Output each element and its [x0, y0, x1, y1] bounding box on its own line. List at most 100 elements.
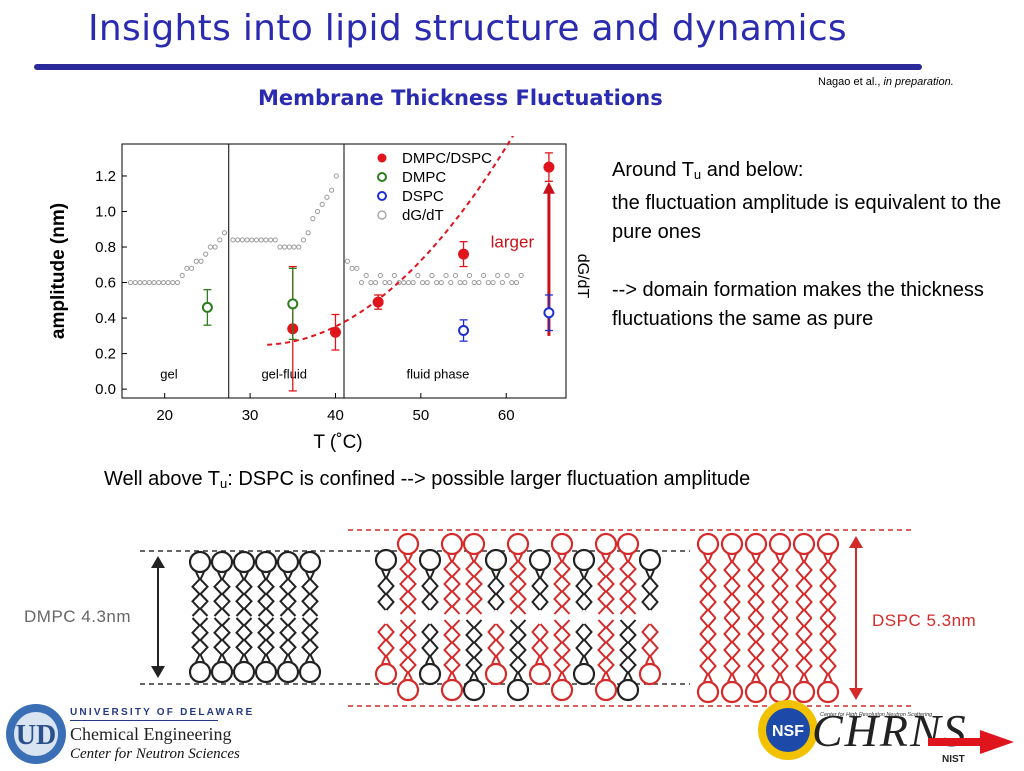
lipid: [638, 548, 662, 611]
data-point: [329, 326, 341, 338]
lipid-head: [506, 678, 530, 702]
lipid-tail: [649, 569, 659, 611]
lipid: [572, 548, 596, 611]
lipid-tail: [509, 553, 519, 615]
lipid-head: [696, 532, 720, 556]
lipid-tail: [723, 553, 733, 619]
lipid-tail: [301, 571, 311, 617]
lipid-head: [638, 548, 662, 572]
larger-annotation: larger: [491, 233, 535, 252]
lipid-tail: [827, 617, 837, 683]
lipid-tail: [827, 553, 837, 619]
lipid-head: [276, 550, 300, 574]
lipid-head: [374, 548, 398, 572]
lipid-tail: [385, 569, 395, 611]
nsf-label: NSF: [772, 723, 804, 740]
lipid-tail: [597, 619, 607, 681]
lipid-head: [572, 662, 596, 686]
dgdt-point: [179, 272, 185, 279]
lipid: [792, 532, 816, 619]
lipid: [616, 619, 640, 702]
lipid-tail: [199, 571, 209, 617]
lipid-tail: [731, 617, 741, 683]
legend-marker: [377, 172, 387, 182]
lipid-tail: [443, 553, 453, 615]
lipid-head: [418, 662, 442, 686]
dgdt-point: [239, 237, 245, 243]
lipid-tail: [473, 619, 483, 681]
dgdt-point: [267, 237, 274, 243]
lipid-tail: [819, 553, 829, 619]
lipid-tail: [399, 619, 409, 681]
lipid-tail: [265, 617, 275, 663]
lipid: [720, 532, 744, 619]
lipid-tail: [243, 617, 253, 663]
lipid-tail: [803, 553, 813, 619]
y-tick-label: 1.0: [95, 203, 116, 220]
lipid: [396, 532, 420, 615]
lipid-tail: [771, 617, 781, 683]
conclusion-sub: u: [220, 476, 228, 491]
slide-subtitle: Membrane Thickness Fluctuations: [258, 86, 663, 110]
ud-divider: [70, 720, 218, 721]
lipid-head: [768, 532, 792, 556]
membrane-diagram: DMPC 4.3nm DSPC 5.3nm: [24, 529, 976, 707]
lipid-head: [484, 662, 508, 686]
dgdt-point: [363, 272, 369, 279]
dgdt-point: [401, 279, 407, 286]
lipid-tail: [605, 553, 615, 615]
dgdt-point: [448, 279, 454, 286]
dgdt-point: [349, 265, 355, 271]
note-line-1-b: and below:: [701, 159, 804, 181]
dspc-arrow-head-up: [849, 536, 863, 548]
y-tick-label: 0.6: [95, 275, 116, 292]
lipid-tail: [451, 553, 461, 615]
lipid-tail: [265, 571, 275, 617]
lipid-tail: [561, 553, 571, 615]
lipid-tail: [699, 553, 709, 619]
lipid-tail: [707, 553, 717, 619]
note-line-1-a: Around T: [612, 159, 694, 181]
dgdt-point: [377, 272, 383, 279]
lipid: [506, 532, 530, 615]
lipid-head: [744, 680, 768, 704]
lipid: [572, 623, 596, 686]
dgdt-point: [170, 279, 176, 286]
lipid-tail: [279, 571, 289, 617]
lipid-head: [232, 660, 256, 684]
lipid-head: [638, 662, 662, 686]
x-tick-label: 20: [156, 407, 173, 424]
lipid-tail: [627, 619, 637, 681]
lipid-tail: [583, 623, 593, 665]
lipid-head: [594, 532, 618, 556]
lipid-head: [594, 678, 618, 702]
lipid-tail: [465, 553, 475, 615]
citation-authors: Nagao et al.,: [818, 76, 881, 88]
lipid-head: [720, 532, 744, 556]
lipid: [396, 619, 420, 702]
dgdt-point: [291, 244, 297, 250]
lipid: [462, 619, 486, 702]
lipid-tail: [451, 619, 461, 681]
lipid: [550, 619, 574, 702]
dgdt-point: [230, 237, 236, 243]
lipid-tail: [421, 623, 431, 665]
lipid-tail: [597, 553, 607, 615]
dgdt-point: [277, 244, 283, 250]
dgdt-point: [329, 187, 335, 193]
lipid-tail: [583, 569, 593, 611]
dgdt-point: [466, 272, 473, 279]
dgdt-point: [207, 244, 213, 250]
dmpc-arrow-head-up: [151, 556, 165, 568]
lipid-head: [550, 678, 574, 702]
dgdt-point: [137, 279, 143, 286]
conclusion-text: Well above Tu: DSPC is confined --> poss…: [104, 468, 750, 491]
dgdt-point: [263, 237, 269, 243]
lipid: [210, 550, 234, 617]
x-tick-label: 30: [242, 407, 259, 424]
legend-label: dG/dT: [402, 207, 444, 224]
lipid-tail: [473, 553, 483, 615]
dgdt-point: [165, 279, 171, 286]
dgdt-point: [217, 237, 223, 243]
dgdt-point: [253, 237, 260, 243]
